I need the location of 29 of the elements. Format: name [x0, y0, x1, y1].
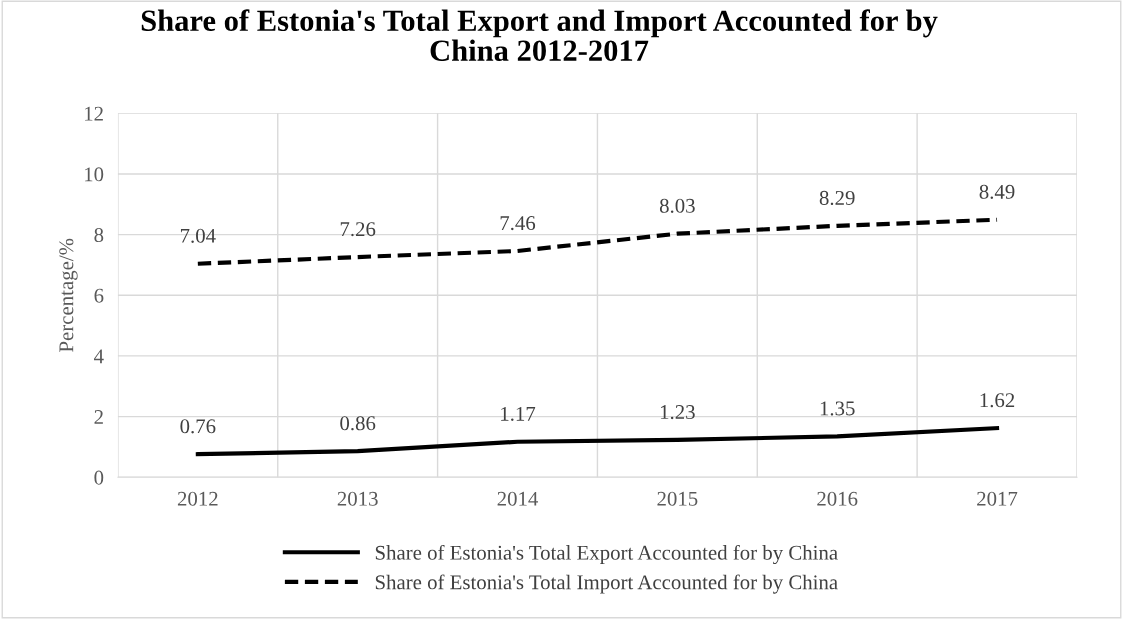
x-tick-label: 2016	[817, 491, 858, 506]
x-tick-label: 2012	[177, 491, 218, 506]
y-tick-label: 6	[94, 288, 104, 303]
data-label: 0.76	[180, 419, 216, 434]
y-axis-title: Percentage/%	[59, 238, 78, 352]
data-label: 7.26	[340, 222, 376, 237]
data-label: 1.17	[501, 406, 536, 421]
x-tick-label: 2014	[497, 491, 539, 506]
data-label: 8.03	[659, 198, 695, 213]
y-tick-label: 10	[85, 167, 104, 182]
x-tick-label: 2013	[337, 491, 378, 506]
legend-label: Share of Estonia's Total Export Accounted for by China	[375, 544, 838, 565]
data-label: 1.35	[820, 401, 855, 416]
data-label: 0.86	[340, 416, 376, 431]
data-label: 7.04	[180, 228, 216, 243]
y-tick-label: 8	[94, 227, 104, 243]
x-tick-label: 2017	[977, 491, 1018, 506]
data-label: 8.29	[819, 190, 855, 205]
y-tick-label: 4	[94, 349, 104, 364]
data-label: 1.62	[980, 393, 1015, 408]
y-tick-label: 0	[94, 470, 104, 485]
data-label: 8.49	[979, 184, 1015, 199]
y-tick-label: 12	[85, 106, 103, 121]
data-label: 1.23	[660, 405, 695, 420]
chart-title: Share of Estonia's Total Export and Import Accounted for by China 2012-2017	[141, 9, 938, 62]
legend-label: Share of Estonia's Total Import Accounted for by China	[375, 574, 838, 594]
x-tick-label: 2015	[657, 491, 698, 506]
data-label: 7.46	[500, 216, 536, 231]
y-tick-label: 2	[94, 410, 103, 424]
